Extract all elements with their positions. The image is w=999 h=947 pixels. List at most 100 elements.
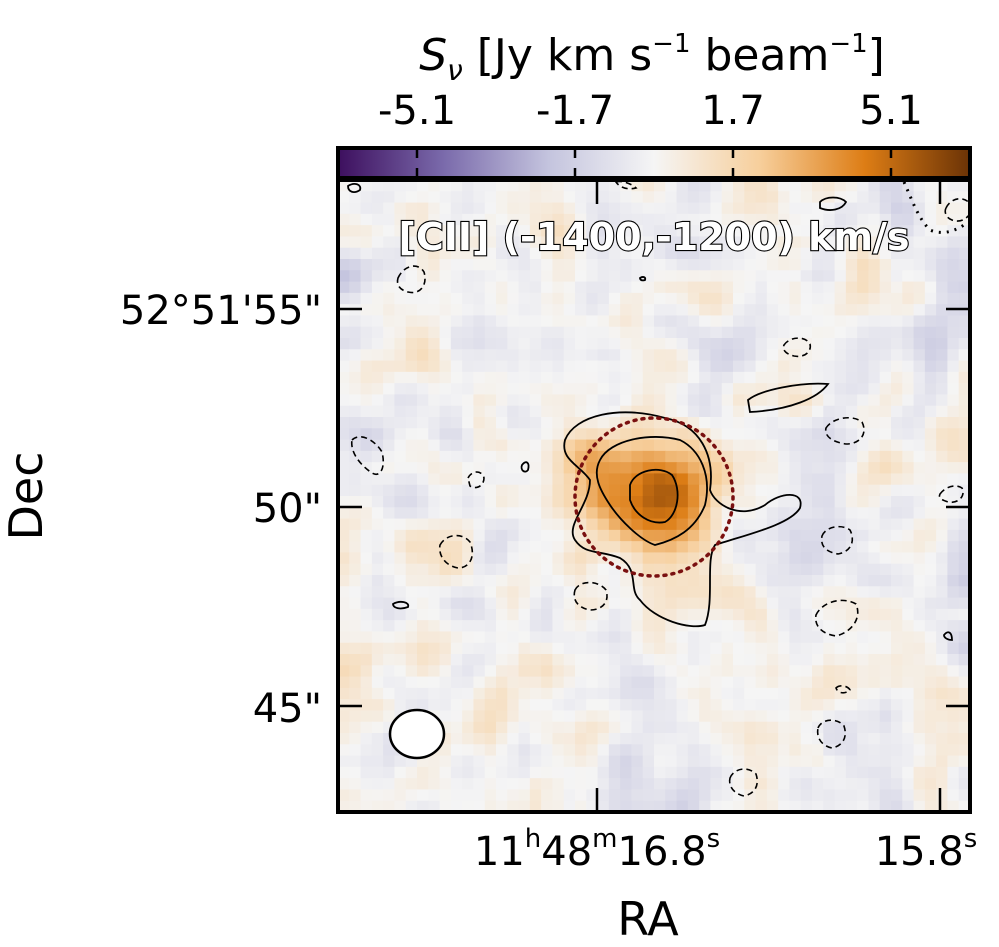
map-pixel [733, 371, 745, 384]
map-pixel [608, 755, 621, 768]
map-pixel [597, 778, 610, 791]
map-pixel [529, 608, 542, 621]
map-pixel [947, 270, 960, 283]
map-pixel [349, 259, 362, 271]
map-pixel [676, 518, 689, 531]
map-pixel [462, 213, 475, 226]
map-pixel [450, 394, 463, 407]
map-pixel [360, 529, 373, 542]
map-pixel [924, 225, 937, 238]
map-ticks [338, 180, 970, 812]
map-pixel [676, 778, 689, 791]
map-pixel [766, 191, 779, 204]
map-pixel [936, 620, 949, 633]
map-pixel [563, 789, 576, 802]
map-pixel [845, 766, 858, 779]
map-pixel [383, 304, 396, 317]
map-pixel [710, 766, 723, 779]
map-pixel [924, 496, 937, 508]
map-pixel [552, 541, 565, 554]
map-pixel [586, 575, 599, 587]
map-pixel [857, 315, 870, 328]
map-pixel [371, 428, 384, 441]
map-pixel [608, 225, 621, 238]
map-pixel [710, 281, 723, 294]
map-pixel [360, 789, 373, 802]
map-pixel [699, 676, 712, 689]
map-pixel [608, 563, 621, 576]
map-pixel [541, 349, 554, 362]
map-pixel [710, 518, 723, 531]
map-pixel [518, 541, 531, 554]
map-pixel [484, 710, 497, 723]
map-pixel [913, 518, 926, 531]
map-pixel [484, 620, 497, 633]
map-pixel [439, 462, 452, 475]
map-pixel [800, 710, 813, 723]
map-pixel [687, 778, 700, 791]
map-pixel [733, 417, 745, 429]
map-pixel [947, 733, 960, 745]
map-pixel [394, 417, 407, 429]
map-pixel [699, 642, 712, 655]
map-pixel [631, 789, 644, 802]
map-pixel [394, 236, 407, 249]
map-pixel [665, 721, 678, 734]
map-pixel [879, 789, 892, 802]
map-pixel [947, 575, 960, 587]
map-pixel [924, 789, 937, 802]
map-pixel [383, 721, 396, 734]
map-pixel [766, 304, 779, 317]
map-pixel [518, 180, 531, 192]
map-pixel [541, 518, 554, 531]
map-pixel [642, 552, 655, 565]
map-pixel [575, 597, 587, 610]
map-pixel [721, 236, 734, 249]
map-pixel [721, 665, 734, 678]
map-pixel [800, 778, 813, 791]
map-pixel [665, 518, 678, 531]
map-pixel [371, 507, 384, 520]
contour-line [835, 685, 851, 694]
map-pixel [417, 778, 429, 791]
map-pixel [913, 507, 926, 520]
map-pixel [608, 371, 621, 384]
map-pixel [450, 608, 463, 621]
map-pixel [879, 518, 892, 531]
map-pixel [721, 654, 734, 666]
map-pixel [405, 654, 418, 666]
map-pixel [834, 529, 847, 542]
map-pixel [755, 755, 768, 768]
map-pixel [800, 518, 813, 531]
map-pixel [936, 529, 949, 542]
map-pixel [541, 654, 554, 666]
map-pixel [891, 586, 903, 599]
y-axis-label: Dec [0, 451, 53, 540]
map-pixel [676, 270, 689, 283]
map-pixel [766, 687, 779, 700]
map-pixel [823, 484, 836, 497]
map-pixel [766, 180, 779, 192]
map-pixel [450, 236, 463, 249]
map-pixel [496, 462, 508, 475]
map-pixel [913, 349, 926, 362]
map-pixel [902, 496, 915, 508]
map-pixel [597, 394, 610, 407]
map-pixel [642, 575, 655, 587]
map-pixel [868, 225, 881, 238]
map-pixel [383, 496, 396, 508]
map-pixel [575, 665, 587, 678]
map-pixel [529, 191, 542, 204]
map-pixel [947, 766, 960, 779]
map-pixel [608, 766, 621, 779]
map-pixel [450, 744, 463, 757]
map-pixel [575, 800, 587, 812]
map-pixel [699, 292, 712, 305]
map-pixel [699, 405, 712, 418]
map-pixel [845, 247, 858, 260]
map-pixel [338, 518, 350, 531]
map-pixel [473, 304, 486, 317]
map-pixel [597, 563, 610, 576]
map-pixel [642, 778, 655, 791]
map-pixel [552, 608, 565, 621]
